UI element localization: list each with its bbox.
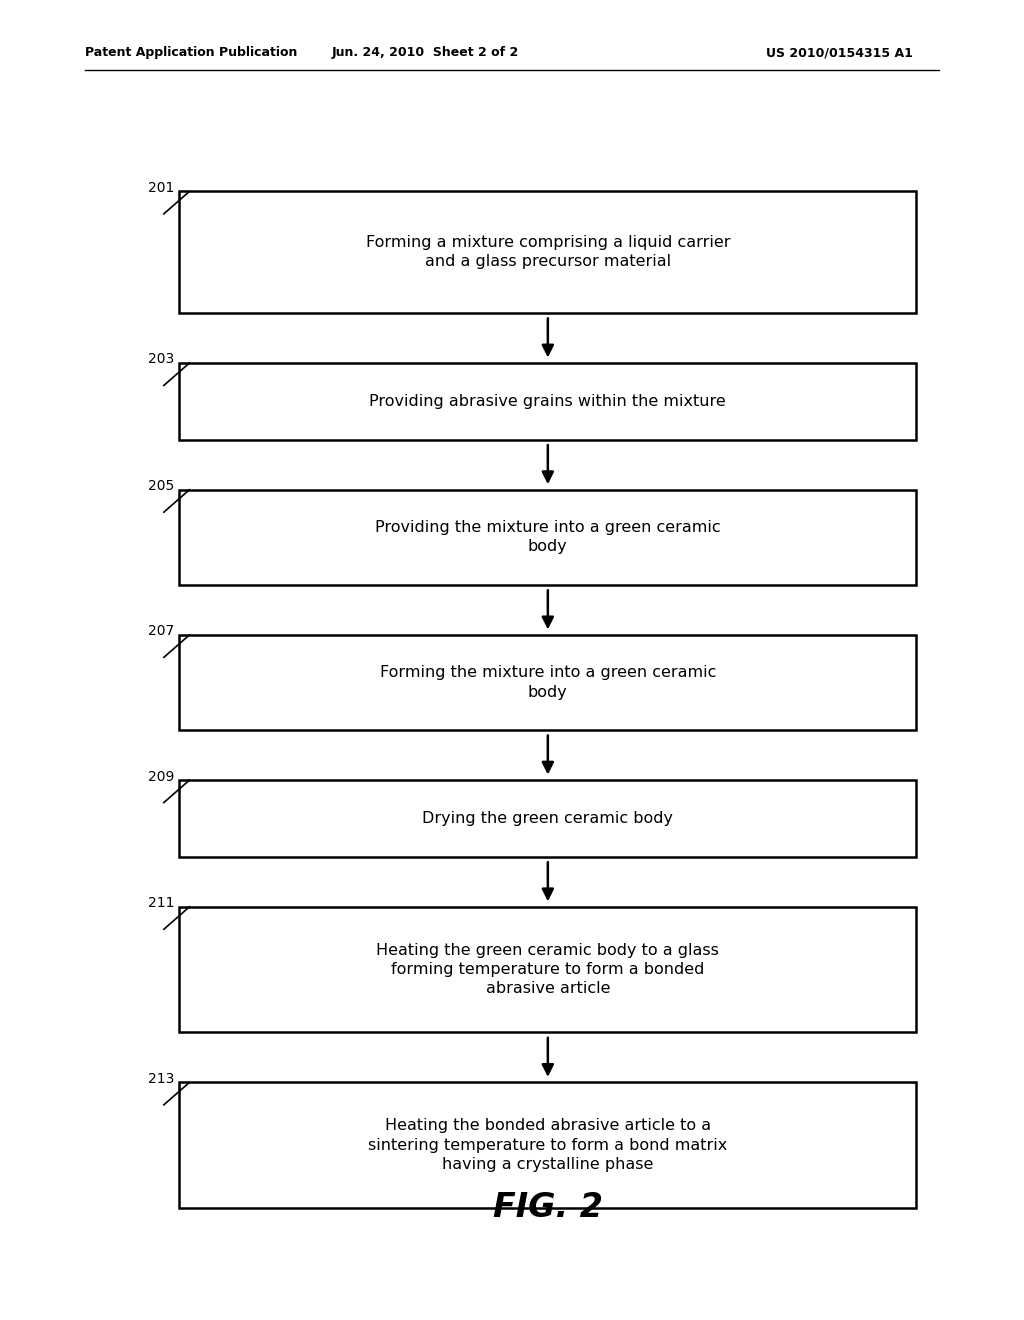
Text: 207: 207 <box>147 624 174 639</box>
Text: 213: 213 <box>147 1072 174 1086</box>
Text: FIG. 2: FIG. 2 <box>493 1191 603 1225</box>
FancyBboxPatch shape <box>179 907 916 1032</box>
Text: Drying the green ceramic body: Drying the green ceramic body <box>422 810 674 826</box>
FancyBboxPatch shape <box>179 191 916 313</box>
Text: Providing abrasive grains within the mixture: Providing abrasive grains within the mix… <box>370 393 726 409</box>
Text: Forming the mixture into a green ceramic
body: Forming the mixture into a green ceramic… <box>380 665 716 700</box>
Text: Heating the green ceramic body to a glass
forming temperature to form a bonded
a: Heating the green ceramic body to a glas… <box>377 942 719 997</box>
Text: 205: 205 <box>147 479 174 494</box>
FancyBboxPatch shape <box>179 1082 916 1208</box>
Text: Providing the mixture into a green ceramic
body: Providing the mixture into a green ceram… <box>375 520 721 554</box>
FancyBboxPatch shape <box>179 635 916 730</box>
Text: 209: 209 <box>147 770 174 784</box>
FancyBboxPatch shape <box>179 363 916 440</box>
FancyBboxPatch shape <box>179 490 916 585</box>
Text: Patent Application Publication: Patent Application Publication <box>85 46 297 59</box>
Text: US 2010/0154315 A1: US 2010/0154315 A1 <box>766 46 913 59</box>
Text: Jun. 24, 2010  Sheet 2 of 2: Jun. 24, 2010 Sheet 2 of 2 <box>332 46 518 59</box>
Text: Forming a mixture comprising a liquid carrier
and a glass precursor material: Forming a mixture comprising a liquid ca… <box>366 235 730 269</box>
Text: 203: 203 <box>147 352 174 367</box>
FancyBboxPatch shape <box>179 780 916 857</box>
Text: Heating the bonded abrasive article to a
sintering temperature to form a bond ma: Heating the bonded abrasive article to a… <box>369 1118 727 1172</box>
Text: 211: 211 <box>147 896 174 911</box>
Text: 201: 201 <box>147 181 174 195</box>
